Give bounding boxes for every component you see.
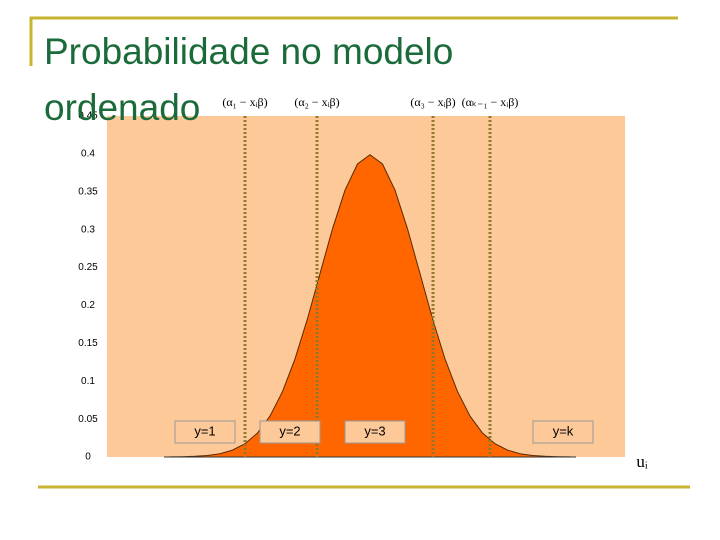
y-tick-label: 0.3 bbox=[81, 224, 95, 235]
threshold-label: (α₂ − xᵢβ) bbox=[294, 95, 339, 109]
region-label: y=3 bbox=[364, 423, 385, 438]
region-label: y=1 bbox=[194, 423, 215, 438]
threshold-label: (α₁ − xᵢβ) bbox=[222, 95, 267, 109]
density-area bbox=[169, 154, 571, 458]
region-label-box bbox=[259, 420, 321, 444]
y-tick-label: 0.4 bbox=[81, 149, 95, 160]
region-label-box bbox=[344, 420, 406, 444]
y-tick-label: 0.45 bbox=[78, 111, 98, 122]
y-tick-label: 0.15 bbox=[78, 338, 98, 349]
slide-title: Probabilidade no modelo ordenado bbox=[44, 31, 454, 128]
y-tick-label: 0.2 bbox=[81, 300, 95, 311]
threshold-label: (α₃ − xᵢβ) bbox=[410, 95, 455, 109]
y-tick-label: 0.05 bbox=[78, 414, 98, 425]
region-label: y=2 bbox=[279, 423, 300, 438]
y-tick-label: 0 bbox=[85, 452, 91, 463]
region-label-box bbox=[532, 420, 594, 444]
threshold-label: (αₖ₋₁ − xᵢβ) bbox=[462, 95, 519, 109]
region-label: y=k bbox=[553, 423, 574, 438]
x-axis-label: uᵢ bbox=[636, 452, 648, 471]
region-label-box bbox=[174, 420, 236, 444]
y-tick-label: 0.35 bbox=[78, 186, 98, 197]
y-tick-label: 0.1 bbox=[81, 376, 95, 387]
y-tick-label: 0.25 bbox=[78, 262, 98, 273]
